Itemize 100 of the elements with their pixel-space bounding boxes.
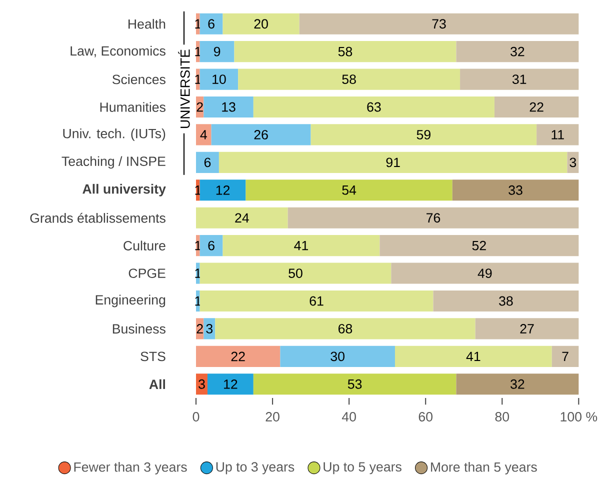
x-tick-label: 40 (342, 412, 356, 422)
data-label: 12 (216, 185, 230, 195)
data-label: 38 (499, 296, 513, 306)
data-label: 10 (212, 74, 226, 84)
y-tick-label: Sciences (112, 74, 166, 84)
data-label: 33 (508, 185, 522, 195)
data-label: 32 (510, 379, 524, 389)
x-tick-label: 100 % (560, 412, 598, 422)
bar (391, 262, 579, 284)
bar (207, 374, 254, 395)
bar (456, 374, 579, 395)
data-label: 52 (472, 240, 486, 250)
x-tick-label: 20 (266, 412, 280, 422)
y-tick-label: Business (112, 324, 166, 334)
y-tick-label: Teaching / INSPE (62, 156, 166, 169)
bar (200, 13, 223, 34)
data-label: 41 (294, 240, 308, 250)
data-label: 91 (386, 158, 400, 168)
legend-label: More than 5 years (431, 462, 537, 474)
y-tick-label: STS (140, 352, 166, 362)
x-tick-label: 60 (418, 412, 432, 422)
data-label: 3 (570, 158, 576, 168)
data-label: 6 (208, 19, 214, 29)
bar (196, 152, 219, 173)
bar (310, 124, 537, 146)
data-label: 53 (348, 379, 362, 389)
bar (196, 207, 288, 228)
x-tick-label: 80 (495, 412, 510, 422)
bar (253, 374, 456, 395)
bar (200, 41, 234, 62)
bar (433, 290, 579, 312)
y-tick-label: Engineering (96, 294, 166, 308)
data-label: 13 (222, 102, 236, 112)
bar (196, 346, 280, 367)
bar (222, 235, 380, 256)
bar (222, 13, 300, 34)
data-label: 31 (512, 74, 526, 84)
bar (234, 41, 456, 62)
bar (567, 152, 579, 173)
bar (200, 290, 434, 312)
bar (211, 124, 311, 146)
bar (494, 96, 579, 118)
bar (452, 180, 579, 201)
data-label: 26 (254, 130, 268, 140)
data-label: 49 (478, 268, 492, 278)
data-label: 58 (338, 46, 352, 56)
data-label: 76 (426, 213, 440, 223)
y-tick-label: Culture (124, 240, 166, 250)
y-tick-label: Law, Economics (70, 46, 166, 58)
data-label: 3 (206, 324, 213, 334)
data-label: 2 (196, 102, 203, 112)
data-label: 3 (198, 379, 205, 389)
y-tick-label: Univ. tech. (IUTs) (63, 128, 166, 141)
bar (200, 235, 223, 256)
bar (288, 207, 579, 228)
data-label: 22 (530, 102, 544, 112)
data-label: 6 (208, 240, 214, 250)
bar (215, 318, 476, 340)
bar (536, 124, 579, 146)
y-tick-label: CPGE (128, 268, 166, 278)
bar (280, 346, 395, 367)
data-label: 30 (330, 352, 344, 362)
data-label: 6 (204, 158, 211, 168)
bar (204, 318, 216, 340)
bar (196, 374, 208, 395)
bar (475, 318, 579, 340)
data-label: 50 (288, 268, 302, 278)
y-tick-label: Health (128, 18, 166, 29)
data-label: 59 (416, 130, 430, 140)
bar (253, 96, 494, 118)
bar (299, 13, 579, 34)
x-tick-label: 0 (192, 412, 200, 422)
bar (394, 346, 552, 367)
y-tick-label: Humanities (100, 102, 166, 112)
bar (380, 235, 579, 256)
legend-label: Up to 5 years (324, 462, 402, 474)
bar (246, 180, 452, 201)
data-label: 58 (342, 74, 356, 84)
bar (218, 152, 568, 173)
data-label: 12 (224, 379, 238, 389)
y-tick-label: All university (82, 184, 166, 196)
bar (552, 346, 579, 367)
data-label: 68 (338, 324, 352, 334)
data-label: 2 (196, 324, 203, 334)
data-label: 41 (466, 352, 480, 362)
y-tick-label: Grands établissements (30, 212, 166, 223)
bar (460, 68, 579, 90)
text: UNIVERSITÉ (178, 50, 190, 128)
data-label: 11 (552, 130, 564, 140)
bar (196, 124, 212, 146)
data-label: 63 (367, 102, 381, 112)
data-label: 32 (510, 46, 524, 56)
data-label: 4 (200, 130, 207, 140)
data-label: 22 (231, 352, 245, 362)
legend-label: Up to 3 years (216, 462, 294, 474)
bar (200, 262, 392, 284)
data-label: 9 (214, 46, 220, 56)
data-label: 61 (310, 296, 324, 306)
data-label: 54 (342, 185, 356, 195)
data-label: 73 (432, 19, 446, 29)
